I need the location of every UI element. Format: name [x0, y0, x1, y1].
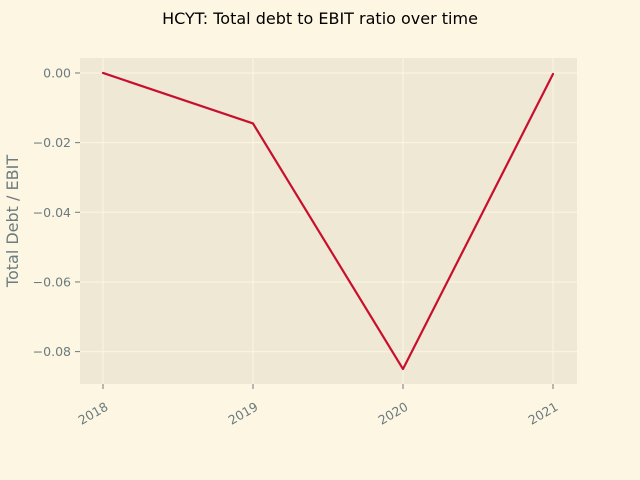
chart-title: HCYT: Total debt to EBIT ratio over time: [162, 9, 478, 28]
y-tick-label: −0.06: [33, 274, 71, 289]
grid: [80, 58, 577, 384]
y-axis-label: Total Debt / EBIT: [3, 155, 22, 288]
x-tick-label: 2020: [375, 399, 410, 428]
x-tick-label: 2018: [75, 399, 110, 428]
plot-area: [80, 58, 577, 384]
y-tick-label: −0.02: [33, 135, 71, 150]
series-layer: [101, 71, 555, 371]
x-tick-label: 2019: [225, 399, 260, 428]
y-tick-label: −0.04: [33, 205, 71, 220]
x-tick-label: 2021: [525, 399, 560, 428]
y-tick-label: −0.08: [33, 344, 71, 359]
series-line: [101, 71, 555, 371]
y-tick-label: 0.00: [43, 65, 71, 80]
axis-ticks: [75, 72, 554, 389]
